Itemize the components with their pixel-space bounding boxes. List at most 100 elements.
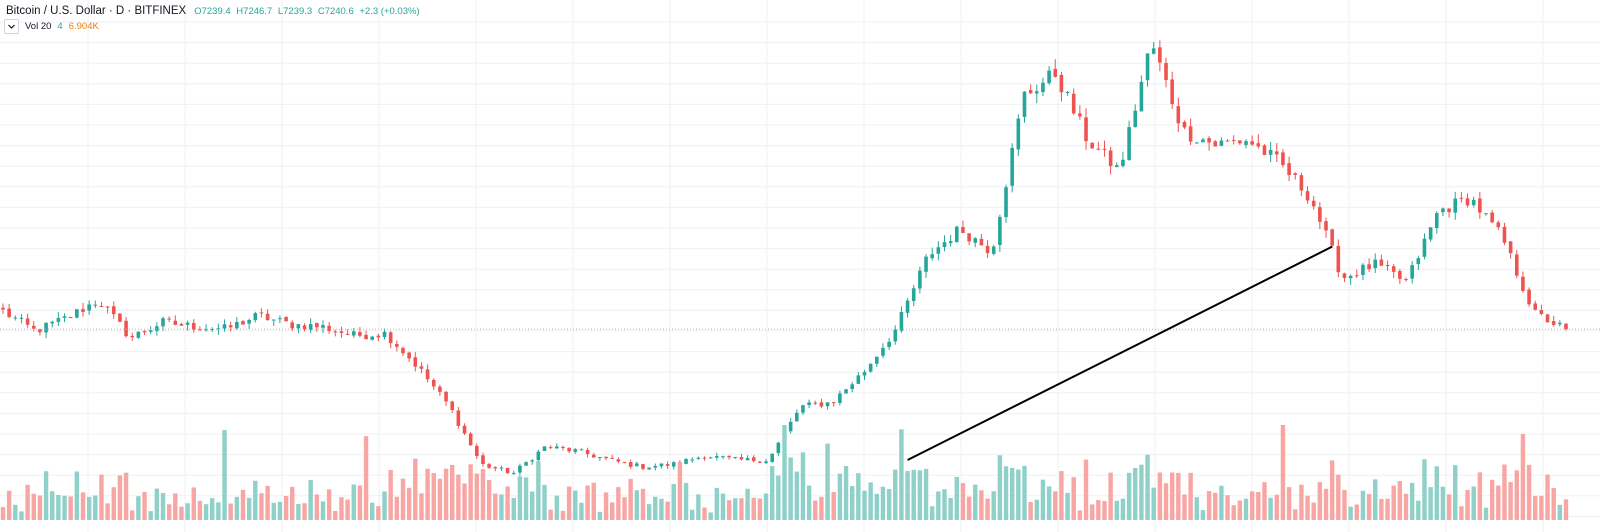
candle-body — [567, 448, 571, 452]
candle-body — [1151, 48, 1156, 54]
volume-bar — [456, 474, 461, 520]
candle-body — [764, 461, 768, 464]
volume-bar — [646, 504, 652, 520]
candle-body — [591, 454, 596, 458]
volume-bar — [1016, 469, 1021, 520]
volume-bar — [1305, 495, 1310, 520]
candle-body — [1342, 273, 1347, 278]
volume-legend: Vol 20 4 6.904K — [4, 19, 99, 34]
volume-bar — [1311, 502, 1316, 520]
candle-body — [327, 325, 331, 332]
volume-bar — [394, 496, 400, 520]
candle-body — [1022, 91, 1027, 117]
volume-bar — [831, 492, 836, 520]
volume-bar — [130, 510, 135, 520]
volume-bar — [1053, 491, 1058, 520]
candle-body — [862, 371, 867, 376]
candle-body — [1564, 323, 1568, 330]
candle-body — [75, 309, 79, 318]
volume-bar — [1213, 492, 1218, 520]
volume-bar — [1268, 497, 1273, 520]
candle-body — [973, 238, 978, 243]
candle-body — [967, 233, 971, 242]
volume-bar — [597, 511, 603, 520]
volume-bar — [406, 487, 412, 520]
candle-body — [1527, 289, 1531, 305]
candle-body — [690, 459, 694, 461]
candle-body — [99, 305, 104, 307]
volume-bar — [93, 495, 98, 520]
close-value: C7240.6 — [317, 6, 354, 17]
candle-body — [1114, 165, 1119, 167]
volume-bar — [1286, 487, 1292, 520]
candle-body — [1225, 140, 1230, 142]
volume-bar — [1089, 504, 1095, 520]
candle-body — [653, 465, 658, 468]
volume-bar — [653, 496, 658, 520]
volume-bar — [1446, 494, 1452, 520]
candle-body — [444, 391, 448, 402]
symbol-title[interactable]: Bitcoin / U.S. Dollar · D · BITFINEX — [6, 5, 187, 17]
volume-bar — [1385, 498, 1390, 520]
candle-body — [1367, 264, 1371, 270]
volume-bar — [1157, 472, 1163, 520]
volume-bar — [1256, 491, 1261, 520]
volume-bar — [843, 466, 849, 520]
volume-indicator-name[interactable]: Vol 20 — [25, 21, 52, 32]
candle-body — [542, 446, 547, 451]
candle-body — [1065, 91, 1070, 94]
volume-bar — [954, 476, 959, 520]
volume-bar — [302, 503, 307, 520]
candle-body — [419, 366, 424, 369]
volume-bar — [320, 501, 326, 520]
volume-bar — [19, 511, 24, 520]
collapse-button[interactable] — [4, 19, 19, 34]
candle-body — [111, 306, 116, 315]
candle-body — [1416, 258, 1421, 265]
volume-bar — [659, 498, 664, 520]
candle-body — [370, 336, 375, 340]
volume-bar — [726, 500, 732, 520]
candle-body — [68, 316, 73, 318]
volume-bar — [1317, 482, 1323, 520]
volume-bar — [370, 502, 375, 520]
candle-body — [819, 402, 824, 407]
candle-body — [801, 405, 805, 413]
volume-bar — [179, 506, 184, 520]
candle-body — [124, 320, 128, 337]
volume-bar — [468, 464, 473, 520]
candle-body — [1410, 265, 1414, 279]
candle-body — [167, 318, 171, 320]
volume-bar — [480, 469, 486, 520]
volume-bar — [517, 476, 523, 520]
volume-bar — [62, 495, 67, 520]
candle-body — [727, 455, 731, 458]
volume-bar — [1194, 497, 1199, 520]
candle-body — [887, 341, 891, 348]
volume-bar — [819, 496, 824, 520]
candle-body — [1262, 145, 1267, 155]
volume-bar — [911, 469, 916, 520]
candle-body — [1176, 106, 1181, 124]
trend-line-drawing[interactable] — [907, 245, 1333, 461]
volume-bar — [1274, 494, 1279, 520]
volume-bar — [166, 504, 172, 520]
volume-bar — [886, 489, 892, 520]
candle-body — [579, 449, 584, 451]
candle-body — [751, 457, 756, 462]
volume-bar — [1391, 485, 1396, 520]
volume-bar — [173, 493, 178, 520]
candle-body — [844, 389, 848, 394]
volume-bar — [1009, 467, 1015, 520]
candle-body — [856, 375, 861, 384]
volume-bar — [1373, 479, 1378, 520]
volume-bar — [13, 504, 18, 520]
open-value: O7239.4 — [194, 6, 231, 17]
volume-bar — [671, 484, 676, 520]
volume-bar — [43, 471, 49, 520]
candle-body — [1379, 259, 1384, 266]
volume-bar — [634, 490, 640, 520]
candle-body — [1336, 245, 1341, 273]
